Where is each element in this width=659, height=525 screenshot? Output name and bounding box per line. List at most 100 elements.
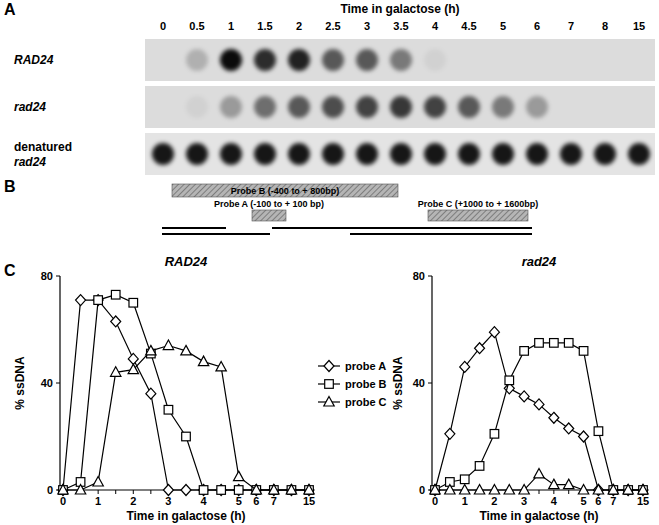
marker	[111, 316, 121, 327]
dna-strand	[350, 233, 532, 235]
marker	[460, 361, 470, 372]
marker	[460, 485, 470, 495]
blot-dot	[424, 49, 446, 71]
marker	[324, 361, 334, 372]
row-label-part: rad24	[14, 100, 46, 114]
plot-data	[58, 290, 314, 495]
blot-dot	[594, 96, 616, 118]
marker	[564, 423, 574, 434]
marker	[199, 485, 209, 496]
y-tick-label: 0	[47, 484, 53, 496]
marker	[593, 485, 603, 496]
marker	[520, 347, 529, 356]
marker	[93, 476, 103, 486]
x-tick-label: 3	[165, 495, 171, 507]
time-label: 8	[602, 20, 608, 32]
marker	[579, 347, 588, 356]
marker	[234, 485, 244, 496]
marker	[534, 468, 544, 478]
blot-dot	[390, 143, 412, 165]
blot-title: Time in galactose (h)	[340, 2, 459, 16]
blot-dot	[356, 49, 378, 71]
row-label-part: RAD24	[14, 53, 54, 67]
blot-dot	[458, 143, 480, 165]
y-tick-label: 40	[41, 377, 53, 389]
y-tick-label: 40	[413, 377, 425, 389]
y-tick-label: 80	[413, 270, 425, 282]
time-label: 5	[500, 20, 506, 32]
panel-label: B	[4, 178, 16, 195]
blot-dot	[152, 143, 174, 165]
marker	[304, 485, 314, 496]
marker	[460, 475, 469, 484]
x-tick	[98, 490, 99, 494]
marker	[638, 485, 648, 496]
dna-strand	[272, 227, 532, 229]
marker	[564, 339, 573, 348]
legend-label: probe B	[345, 378, 387, 390]
marker	[217, 486, 226, 495]
time-label: 7	[568, 20, 574, 32]
x-tick	[115, 490, 116, 494]
time-label: 1.5	[257, 20, 272, 32]
time-label: 15	[633, 20, 645, 32]
x-tick-label: 1	[95, 495, 101, 507]
x-tick-label: 2	[130, 495, 136, 507]
marker	[578, 485, 588, 495]
x-tick-label: 7	[271, 495, 277, 507]
probe-bar	[428, 210, 528, 221]
row-label: rad24	[14, 100, 46, 114]
marker	[164, 405, 173, 414]
x-tick-label: 1	[462, 495, 468, 507]
marker	[286, 485, 296, 495]
blot-dot	[628, 143, 650, 165]
blot-dot	[526, 143, 548, 165]
marker	[198, 356, 208, 366]
blot-dots	[152, 96, 650, 118]
row-label: RAD24	[14, 53, 54, 67]
y-axis-label: % ssDNA	[391, 356, 405, 410]
marker	[608, 485, 618, 496]
marker	[430, 485, 440, 496]
marker	[534, 399, 544, 410]
marker	[504, 485, 514, 495]
blot-dot	[220, 96, 242, 118]
marker	[324, 397, 334, 407]
x-tick	[553, 490, 554, 494]
row-label-part: denatured	[14, 140, 72, 154]
marker	[163, 340, 173, 350]
marker	[181, 485, 191, 496]
marker	[594, 427, 603, 436]
x-tick-label: 3	[521, 495, 527, 507]
marker	[325, 380, 334, 389]
y-tick-label: 0	[419, 484, 425, 496]
plot-data	[430, 327, 648, 496]
marker	[269, 485, 279, 495]
marker	[474, 485, 484, 495]
blot-dot	[628, 49, 650, 71]
time-label: 0.5	[189, 20, 204, 32]
blot-dot	[560, 96, 582, 118]
probe-label: Probe B (-400 to + 800bp)	[231, 186, 339, 196]
marker	[111, 290, 120, 299]
probe-bar	[252, 210, 286, 221]
x-tick	[133, 490, 134, 494]
time-label: 3.5	[393, 20, 408, 32]
time-label: 4	[432, 20, 439, 32]
blot-dot	[390, 49, 412, 71]
x-tick-label: 5	[236, 495, 242, 507]
marker	[445, 428, 455, 439]
blot-dot	[526, 49, 548, 71]
x-axis-label: Time in galactose (h)	[126, 509, 245, 523]
blot-dot	[288, 143, 310, 165]
blot-dot	[186, 143, 208, 165]
marker	[489, 485, 499, 495]
probe-bar	[172, 184, 398, 197]
chart-title: rad24	[522, 254, 557, 269]
dna-strand	[162, 233, 270, 235]
marker	[579, 431, 589, 442]
time-label: 4.5	[461, 20, 476, 32]
marker	[181, 345, 191, 355]
blot-dot	[424, 143, 446, 165]
blot-dot	[220, 143, 242, 165]
